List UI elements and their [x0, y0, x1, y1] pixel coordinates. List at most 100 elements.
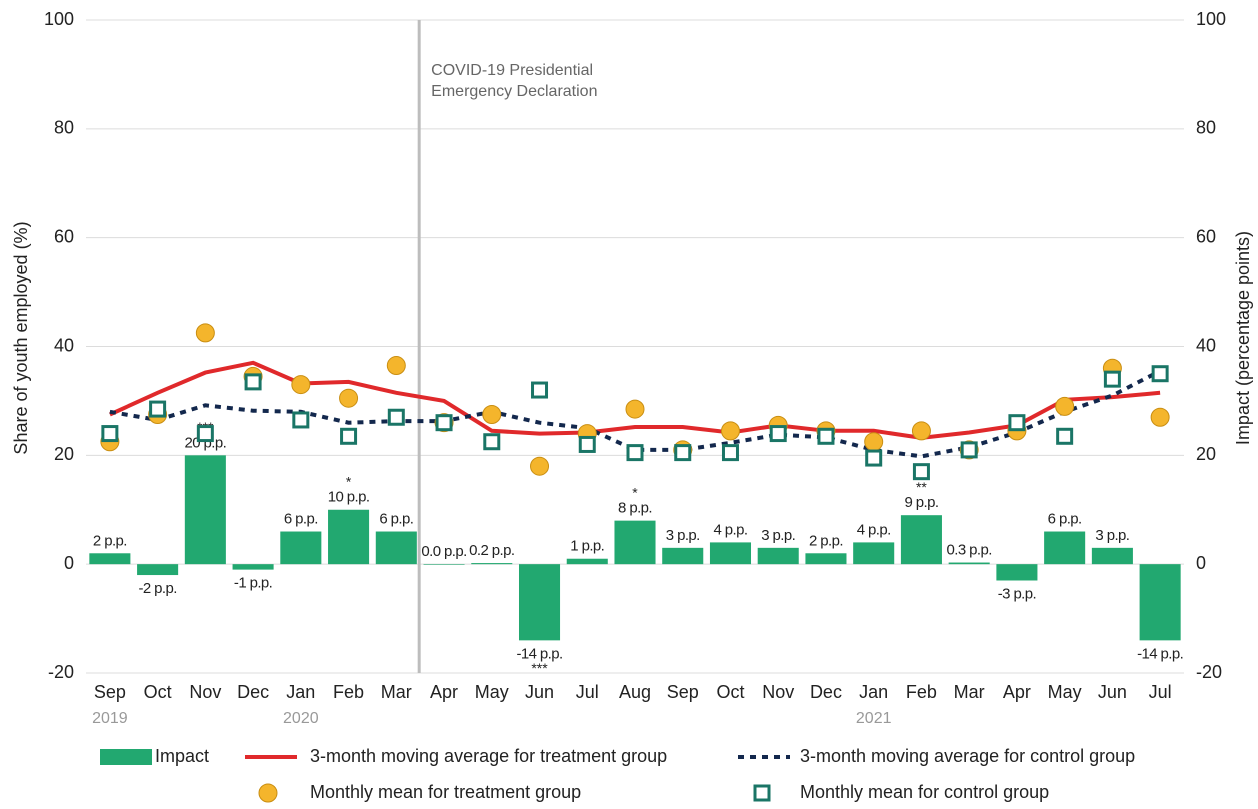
point [912, 463, 930, 481]
x-tick-label: Jul [1149, 682, 1172, 702]
bar-value-label: 4 p.p. [714, 521, 748, 538]
point [483, 433, 501, 451]
point [195, 323, 215, 343]
point [578, 435, 596, 453]
point [674, 444, 692, 462]
legend-label: Impact [155, 746, 209, 766]
x-tick-label: Mar [954, 682, 985, 702]
legend-swatch [753, 784, 771, 802]
x-tick-label: May [475, 682, 509, 702]
x-tick-label: Sep [667, 682, 699, 702]
bar [518, 564, 561, 641]
bar [137, 564, 179, 576]
bar [1044, 531, 1086, 565]
legend-swatch [100, 749, 152, 765]
x-tick-label: Jan [286, 682, 315, 702]
point [291, 375, 311, 395]
point [482, 405, 502, 425]
point [340, 427, 358, 445]
x-tick-label: Jan [859, 682, 888, 702]
event-annotation-line: Emergency Declaration [431, 83, 597, 100]
event-annotation-line: COVID-19 Presidential [431, 62, 593, 79]
y-axis-label: Share of youth employed (%) [11, 221, 31, 454]
y-tick-label: 60 [54, 226, 74, 246]
point [1151, 365, 1169, 383]
legend-label: Monthly mean for treatment group [310, 782, 581, 802]
y-tick-label: 80 [54, 118, 74, 138]
bar-value-label: 1 p.p. [570, 538, 604, 555]
bar-value-label: 6 p.p. [379, 510, 413, 527]
x-tick-label: Oct [716, 682, 744, 702]
x-tick-label: Jul [576, 682, 599, 702]
y2-tick-label: 20 [1196, 444, 1216, 464]
point [769, 425, 787, 443]
point [864, 432, 884, 452]
y2-tick-label: 100 [1196, 9, 1226, 29]
bar [805, 553, 847, 565]
legend-label: 3-month moving average for treatment gro… [310, 746, 667, 766]
x-tick-label: Oct [144, 682, 172, 702]
point [911, 421, 931, 441]
bar [662, 547, 704, 565]
bar [566, 558, 608, 565]
significance-label: * [632, 484, 638, 500]
legend-label: Monthly mean for control group [800, 782, 1049, 802]
point [1150, 407, 1170, 427]
point [817, 427, 835, 445]
bar-value-label: 8 p.p. [618, 500, 652, 517]
point [101, 425, 119, 443]
point [149, 400, 167, 418]
bar-value-label: 3 p.p. [666, 527, 700, 544]
point [1008, 414, 1026, 432]
y-tick-label: -20 [48, 662, 74, 682]
bar-value-label: 10 p.p. [328, 489, 370, 506]
x-tick-label: Apr [430, 682, 458, 702]
point [1103, 370, 1121, 388]
bar-value-label: -14 p.p. [516, 645, 562, 662]
bar-value-label: 9 p.p. [904, 494, 938, 511]
bar-value-label: 0.0 p.p. [421, 543, 466, 560]
point [626, 444, 644, 462]
point [960, 441, 978, 459]
point [865, 449, 883, 467]
point [292, 411, 310, 429]
point [386, 356, 406, 376]
bar-value-label: 2 p.p. [93, 532, 127, 549]
point [387, 408, 405, 426]
y-tick-label: 20 [54, 444, 74, 464]
year-label: 2021 [856, 710, 892, 727]
year-label: 2020 [283, 710, 319, 727]
x-tick-label: May [1048, 682, 1082, 702]
bar-value-label: -2 p.p. [138, 580, 176, 597]
y-tick-label: 0 [64, 553, 74, 573]
point [244, 373, 262, 391]
bar [375, 531, 417, 565]
legend-swatch [258, 783, 278, 803]
point [435, 414, 453, 432]
point [196, 425, 214, 443]
x-tick-label: Apr [1003, 682, 1031, 702]
bar-value-label: -14 p.p. [1137, 645, 1183, 662]
bar [996, 564, 1038, 581]
line [109, 369, 1162, 459]
x-tick-label: Dec [237, 682, 269, 702]
significance-label: ** [916, 479, 927, 495]
bar [900, 515, 942, 565]
point [625, 399, 645, 419]
x-tick-label: Aug [619, 682, 651, 702]
bar [280, 531, 322, 565]
point [720, 421, 740, 441]
bar [423, 564, 465, 565]
bar-value-label: -3 p.p. [998, 585, 1036, 602]
legend-label: 3-month moving average for control group [800, 746, 1135, 766]
point [339, 388, 359, 408]
bar [709, 542, 752, 565]
event-annotation: COVID-19 Presidential Emergency Declarati… [431, 62, 597, 100]
x-tick-label: Feb [906, 682, 937, 702]
y2-tick-label: 40 [1196, 335, 1216, 355]
y-tick-label: 40 [54, 335, 74, 355]
bar-value-label: 6 p.p. [1048, 510, 1082, 527]
y2-axis-label: Impact (percentage points) [1233, 231, 1253, 445]
point [1056, 427, 1074, 445]
